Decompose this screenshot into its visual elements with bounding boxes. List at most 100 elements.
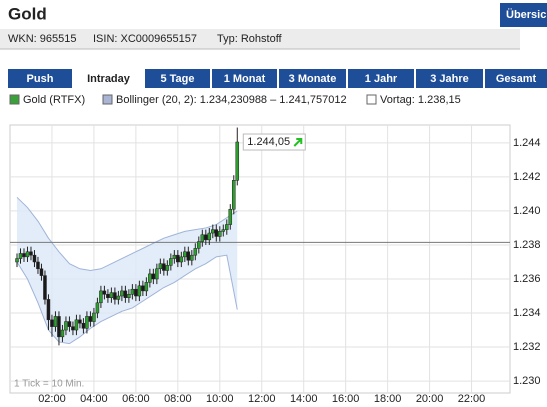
y-tick-label: 1.238: [513, 239, 541, 251]
candle-body: [81, 322, 86, 329]
candle-body: [193, 248, 198, 256]
candle-body: [32, 254, 37, 263]
candle-body: [148, 273, 152, 283]
candle-body: [225, 224, 229, 230]
candle-body: [18, 253, 23, 259]
candle-body: [235, 141, 240, 181]
x-tick-label: 02:00: [38, 393, 66, 405]
wkn: WKN: 965515: [8, 33, 76, 45]
candle-body: [85, 316, 89, 329]
tab-label[interactable]: 1 Monat: [224, 73, 266, 85]
candle-body: [134, 288, 138, 297]
y-tick-label: 1.240: [513, 205, 541, 217]
legend-swatch: [366, 94, 377, 105]
y-tick-label: 1.232: [513, 341, 541, 353]
candle-body: [106, 294, 110, 298]
candle-body: [179, 256, 184, 263]
candle-body: [169, 258, 173, 266]
candle-body: [46, 299, 51, 321]
candle-body: [74, 319, 79, 331]
candle-body: [165, 265, 170, 271]
candle-body: [190, 254, 194, 261]
last-price-box: [242, 133, 306, 151]
tab-label[interactable]: Intraday: [87, 73, 131, 85]
bollinger-upper: [16, 196, 238, 271]
candle-body: [186, 251, 191, 261]
tab-label[interactable]: Push: [27, 73, 54, 85]
legend-swatch: [102, 94, 113, 105]
x-tick-label: 22:00: [458, 393, 486, 405]
legend-label: Bollinger (20, 2): 1.234,230988 – 1.241,…: [116, 94, 347, 106]
x-tick-label: 16:00: [332, 393, 360, 405]
candle-body: [211, 229, 215, 234]
candle-body: [50, 319, 54, 327]
candle-body: [232, 180, 236, 210]
type: Typ: Rohstoff: [217, 33, 283, 45]
candle-body: [141, 285, 145, 292]
candle-body: [25, 251, 30, 258]
up-arrow: [293, 138, 303, 147]
x-tick-label: 18:00: [374, 393, 402, 405]
x-tick-label: 08:00: [164, 393, 192, 405]
x-tick-label: 12:00: [248, 393, 276, 405]
title: Gold: [8, 4, 47, 23]
candle-body: [71, 326, 75, 331]
x-tick-label: 14:00: [290, 393, 318, 405]
last-price-label: 1.244,05: [247, 136, 290, 148]
candle-body: [95, 302, 100, 314]
candle-body: [116, 295, 121, 300]
candle-body: [43, 275, 47, 300]
candle-body: [228, 208, 233, 225]
y-tick-label: 1.242: [513, 171, 541, 183]
candle-body: [99, 290, 103, 304]
tab[interactable]: [416, 69, 483, 88]
y-tick-label: 1.234: [513, 307, 541, 319]
candle-body: [218, 231, 222, 237]
isin: ISIN: XC0009655157: [93, 33, 197, 45]
candle-body: [22, 253, 26, 258]
candle-body: [109, 292, 114, 298]
y-tick-label: 1.230: [513, 375, 541, 387]
candle-body: [53, 316, 58, 327]
tab-label[interactable]: 3 Monate: [289, 73, 337, 85]
candle-body: [39, 268, 44, 276]
candle-body: [155, 268, 159, 280]
tab[interactable]: [212, 69, 277, 88]
overview-button-label[interactable]: Übersicht: [506, 8, 547, 21]
tab[interactable]: [8, 69, 72, 88]
candle-body: [130, 288, 135, 295]
candle-body: [151, 273, 156, 280]
tab[interactable]: [279, 69, 346, 88]
candle-body: [102, 290, 107, 295]
tab[interactable]: [348, 69, 414, 88]
tab[interactable]: [74, 69, 143, 88]
candle-body: [172, 254, 177, 259]
x-tick-label: 04:00: [80, 393, 108, 405]
candle-body: [204, 234, 208, 241]
tab-label[interactable]: Gesamt: [496, 73, 537, 85]
tab[interactable]: [145, 69, 210, 88]
bollinger-lower: [16, 254, 238, 345]
candle-body: [200, 234, 205, 242]
candle-body: [158, 263, 163, 270]
candle-body: [29, 251, 33, 256]
legend-swatch: [9, 94, 20, 105]
tab-label[interactable]: 1 Jahr: [365, 73, 398, 85]
candle-body: [15, 258, 19, 263]
candle-body: [92, 312, 96, 322]
tab[interactable]: [485, 69, 547, 88]
y-tick-label: 1.244: [513, 137, 541, 149]
tab-label[interactable]: 3 Jahre: [430, 73, 469, 85]
y-tick-label: 1.236: [513, 273, 541, 285]
legend-label: Vortag: 1.238,15: [380, 94, 461, 106]
candle-body: [88, 316, 93, 322]
x-tick-label: 06:00: [122, 393, 150, 405]
candle-body: [183, 251, 187, 258]
candle-body: [60, 329, 65, 338]
overview-button[interactable]: [500, 3, 547, 27]
candle-body: [221, 229, 226, 232]
tab-label[interactable]: 5 Tage: [160, 73, 194, 85]
candle-body: [57, 316, 61, 338]
candle-body: [64, 321, 68, 331]
candle-body: [67, 321, 72, 327]
